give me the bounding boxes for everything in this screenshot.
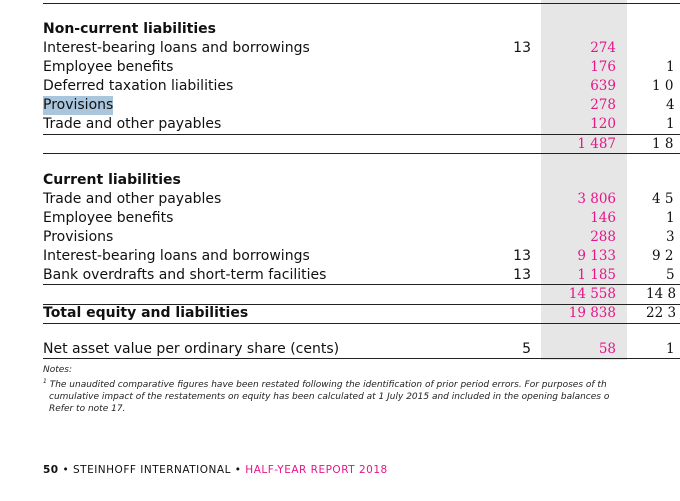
table-row: Deferred taxation liabilities 639 1 0 [43,77,673,96]
row-prior-value: 1 [666,59,675,75]
row-note: 13 [513,40,531,56]
row-current-value: 1 185 [577,267,616,283]
row-current-value: 639 [590,78,616,94]
section-heading-non-current: Non-current liabilities [43,21,216,37]
page-footer: 50 • STEINHOFF INTERNATIONAL • HALF-YEAR… [43,464,388,476]
table-row: Trade and other payables 120 1 [43,115,675,134]
row-current-value: 146 [590,210,616,226]
row-prior-value: 1 [666,210,675,226]
subtotal-current: 14 558 14 8 [568,286,677,302]
total-equity-and-liabilities: Total equity and liabilities 19 838 22 3 [43,305,677,321]
row-prior-value: 3 [666,229,675,245]
row-label[interactable]: Interest-bearing loans and borrowings [43,248,310,264]
row-prior-value: 9 2 [652,248,674,264]
row-label[interactable]: Provisions [43,96,114,115]
notes: Notes: 1 The unaudited comparative figur… [43,365,610,414]
row-prior-value: 1 0 [652,78,674,94]
row-label[interactable]: Provisions [43,229,114,245]
row-prior-value: 4 5 [652,191,674,207]
current-period-column-shade [541,0,627,360]
row-label[interactable]: Trade and other payables [43,191,222,207]
row-current-value: 274 [590,40,616,56]
table-row: Bank overdrafts and short-term facilitie… [43,266,675,285]
table-row: Employee benefits 176 1 [43,58,675,77]
table-row: Interest-bearing loans and borrowings 13… [43,247,673,266]
divider [43,3,680,4]
row-prior-value: 4 [666,97,675,113]
row-current-value: 3 806 [577,191,616,207]
table-row: Provisions 288 3 [43,228,675,247]
row-current-value: 278 [590,97,616,113]
row-label[interactable]: Employee benefits [43,59,174,75]
subtotal-non-current: 1 487 1 8 [577,136,674,152]
row-current-value: 120 [590,116,616,132]
row-label[interactable]: Employee benefits [43,210,174,226]
divider [43,358,680,359]
divider [43,153,680,154]
row-current-value: 288 [590,229,616,245]
table-row: Interest-bearing loans and borrowings 13… [43,39,673,58]
divider [43,284,680,285]
table-row: Employee benefits 146 1 [43,209,675,228]
row-note: 13 [513,248,531,264]
divider [43,304,680,305]
row-label[interactable]: Trade and other payables [43,116,222,132]
section-heading-current: Current liabilities [43,172,181,188]
row-current-value: 9 133 [577,248,616,264]
divider [43,323,680,324]
row-current-value: 176 [590,59,616,75]
row-label[interactable]: Bank overdrafts and short-term facilitie… [43,267,327,283]
row-prior-value: 5 [666,267,675,283]
row-note: 13 [513,267,531,283]
divider [43,134,680,135]
table-row: Provisions 278 4 [43,96,675,115]
table-row: Trade and other payables 3 806 4 5 [43,190,673,209]
row-prior-value: 1 [666,116,675,132]
net-asset-value-row: Net asset value per ordinary share (cent… [43,341,675,357]
row-label[interactable]: Deferred taxation liabilities [43,78,234,94]
row-label[interactable]: Interest-bearing loans and borrowings [43,40,310,56]
